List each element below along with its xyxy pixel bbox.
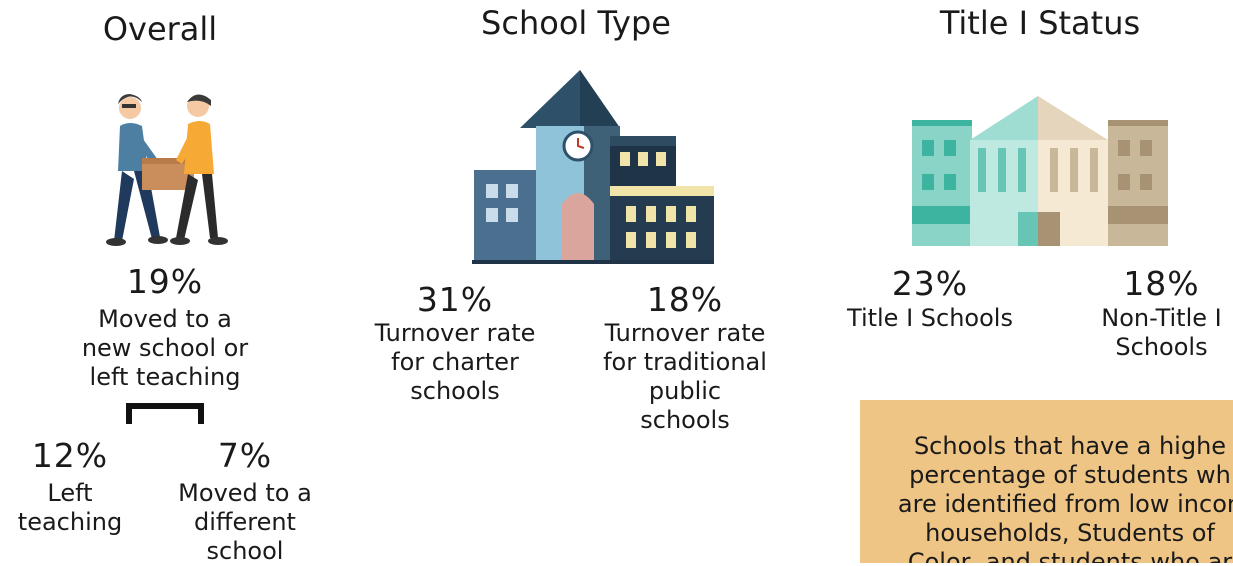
charter-pct: 31%	[416, 280, 494, 319]
people-carrying-box-icon	[106, 94, 228, 246]
callout-text: Schools that have a highe percentage of …	[897, 432, 1233, 563]
title-status-title: Title I Status	[939, 4, 1141, 42]
non-title1-pct: 18%	[1123, 264, 1200, 303]
title1-desc: Title I Schools	[847, 304, 1013, 332]
title1-pct: 23%	[891, 264, 969, 303]
overall-right-pct: 7%	[217, 436, 273, 475]
overall-main-desc: Moved to a new school or left teaching	[81, 305, 249, 391]
school-building-icon	[472, 70, 714, 264]
title-i-school-building-icon	[912, 96, 1168, 246]
overall-right-desc: Moved to a different school	[178, 479, 312, 565]
overall-left-pct: 12%	[31, 436, 109, 475]
non-title1-desc: Non-Title I Schools	[1101, 304, 1222, 361]
overall-left-desc: Left teaching	[17, 479, 123, 536]
traditional-pct: 18%	[646, 280, 724, 319]
overall-main-pct: 19%	[126, 262, 204, 301]
overall-title: Overall	[102, 10, 218, 48]
bracket-icon	[126, 403, 204, 424]
traditional-desc: Turnover rate for traditional public sch…	[603, 319, 767, 434]
charter-desc: Turnover rate for charter schools	[374, 319, 536, 405]
school-type-title: School Type	[481, 4, 671, 42]
title-i-callout-box: Schools that have a highe percentage of …	[860, 400, 1233, 563]
